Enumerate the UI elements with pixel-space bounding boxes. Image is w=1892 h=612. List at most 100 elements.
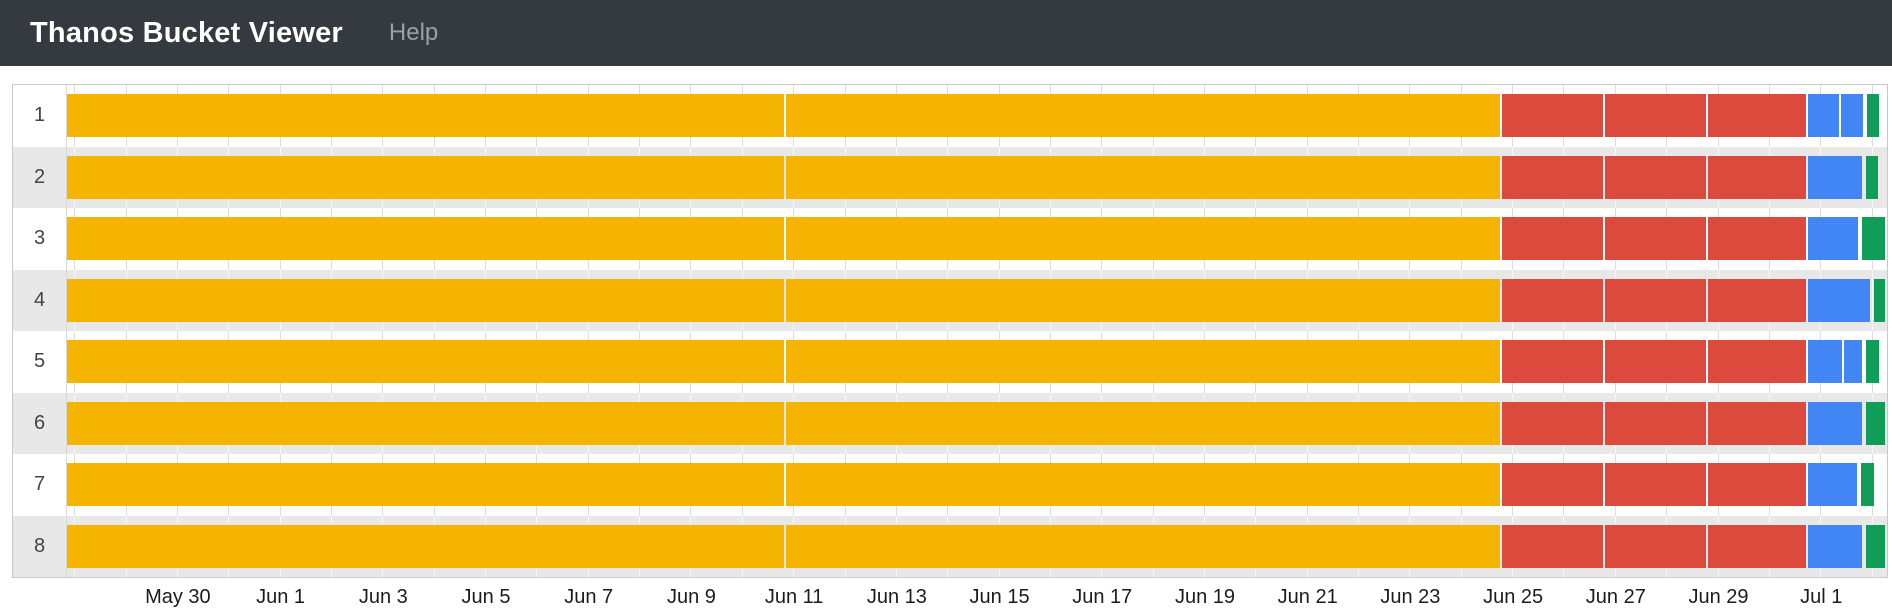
axis-tick-label: Jun 7 — [564, 586, 614, 608]
block-red[interactable] — [1605, 524, 1706, 568]
block-red[interactable] — [1707, 217, 1806, 260]
row-track — [67, 331, 1887, 393]
row-track — [67, 392, 1887, 454]
block-blue[interactable] — [1807, 94, 1840, 137]
block-red[interactable] — [1707, 401, 1806, 445]
axis-tick-label: Jun 13 — [866, 586, 927, 608]
block-red[interactable] — [1502, 155, 1604, 199]
row-track — [67, 208, 1887, 270]
block-blue[interactable] — [1807, 463, 1858, 506]
block-green[interactable] — [1866, 524, 1885, 568]
block-amber[interactable] — [67, 217, 784, 260]
row-track — [67, 515, 1887, 577]
block-red[interactable] — [1707, 524, 1806, 568]
block-red[interactable] — [1502, 340, 1604, 383]
block-red[interactable] — [1502, 94, 1604, 137]
block-red[interactable] — [1605, 155, 1706, 199]
top-navbar: Thanos Bucket Viewer Help — [0, 0, 1892, 66]
block-blue[interactable] — [1807, 401, 1863, 445]
timeline-row: 5 — [13, 331, 1887, 393]
block-amber[interactable] — [785, 340, 1501, 383]
gridline — [1871, 269, 1873, 331]
block-red[interactable] — [1502, 278, 1604, 322]
timeline-row: 3 — [13, 208, 1887, 270]
block-red[interactable] — [1605, 401, 1706, 445]
block-blue[interactable] — [1807, 278, 1870, 322]
row-label: 3 — [13, 208, 67, 270]
block-amber[interactable] — [785, 401, 1501, 445]
axis-tick-label: Jun 25 — [1483, 586, 1544, 608]
block-blue[interactable] — [1807, 524, 1863, 568]
row-track — [67, 146, 1887, 208]
axis-tick-label: Jun 17 — [1072, 586, 1133, 608]
block-red[interactable] — [1707, 278, 1806, 322]
axis-tick-label: Jun 27 — [1585, 586, 1646, 608]
block-red[interactable] — [1502, 524, 1604, 568]
block-red[interactable] — [1502, 401, 1604, 445]
axis-tick-label: Jun 19 — [1174, 586, 1236, 608]
block-red[interactable] — [1605, 463, 1706, 506]
block-red[interactable] — [1707, 463, 1806, 506]
block-amber[interactable] — [67, 155, 784, 199]
axis-tick-label: Jun 3 — [358, 586, 408, 608]
axis-tick-label: Jun 9 — [666, 586, 716, 608]
block-green[interactable] — [1866, 155, 1878, 199]
timeline-row: 1 — [13, 85, 1887, 147]
block-amber[interactable] — [785, 463, 1501, 506]
block-red[interactable] — [1502, 217, 1604, 260]
block-amber[interactable] — [67, 94, 784, 137]
block-green[interactable] — [1862, 217, 1885, 260]
block-amber[interactable] — [785, 217, 1501, 260]
block-red[interactable] — [1707, 155, 1806, 199]
block-red[interactable] — [1605, 340, 1706, 383]
block-red[interactable] — [1605, 217, 1706, 260]
block-amber[interactable] — [785, 94, 1501, 137]
block-blue[interactable] — [1843, 340, 1863, 383]
block-red[interactable] — [1502, 463, 1604, 506]
axis-tick-label: Jun 29 — [1688, 586, 1749, 608]
block-amber[interactable] — [67, 524, 784, 568]
axis-tick-label: Jun 5 — [461, 586, 511, 608]
row-label: 4 — [13, 269, 67, 331]
row-label: 2 — [13, 146, 67, 208]
row-track — [67, 269, 1887, 331]
block-green[interactable] — [1866, 401, 1885, 445]
block-blue[interactable] — [1807, 340, 1842, 383]
help-link[interactable]: Help — [388, 19, 439, 46]
block-red[interactable] — [1707, 94, 1806, 137]
axis-tick-label: Jun 23 — [1380, 586, 1441, 608]
app-title[interactable]: Thanos Bucket Viewer — [30, 16, 343, 49]
row-track — [67, 454, 1887, 516]
block-blue[interactable] — [1841, 94, 1864, 137]
block-red[interactable] — [1605, 278, 1706, 322]
block-amber[interactable] — [785, 155, 1501, 199]
timeline-row: 7 — [13, 454, 1887, 516]
block-amber[interactable] — [67, 278, 784, 322]
timeline-row: 2 — [13, 146, 1887, 208]
block-green[interactable] — [1867, 94, 1879, 137]
block-amber[interactable] — [67, 401, 784, 445]
x-axis: May 30 Jun 1 Jun 3 Jun 5 Jun 7 Jun 9 Jun 11 Jun… — [68, 578, 1888, 612]
block-green[interactable] — [1866, 340, 1879, 383]
block-amber[interactable] — [67, 340, 784, 383]
axis-tick-label: Jun 11 — [764, 586, 824, 608]
row-label: 6 — [13, 392, 67, 454]
timeline-row: 6 — [13, 392, 1887, 454]
timeline-row: 8 — [13, 515, 1887, 577]
block-amber[interactable] — [785, 278, 1501, 322]
block-amber[interactable] — [67, 463, 784, 506]
block-amber[interactable] — [785, 524, 1501, 568]
row-label: 7 — [13, 454, 67, 516]
block-red[interactable] — [1707, 340, 1806, 383]
block-green[interactable] — [1861, 463, 1874, 506]
block-blue[interactable] — [1807, 155, 1863, 199]
axis-tick-label: Jun 21 — [1277, 586, 1338, 608]
block-red[interactable] — [1605, 94, 1706, 137]
axis-tick-label: Jul 1 — [1800, 586, 1843, 608]
row-label: 5 — [13, 331, 67, 393]
block-green[interactable] — [1873, 278, 1885, 322]
row-label: 1 — [13, 85, 67, 147]
block-blue[interactable] — [1807, 217, 1859, 260]
